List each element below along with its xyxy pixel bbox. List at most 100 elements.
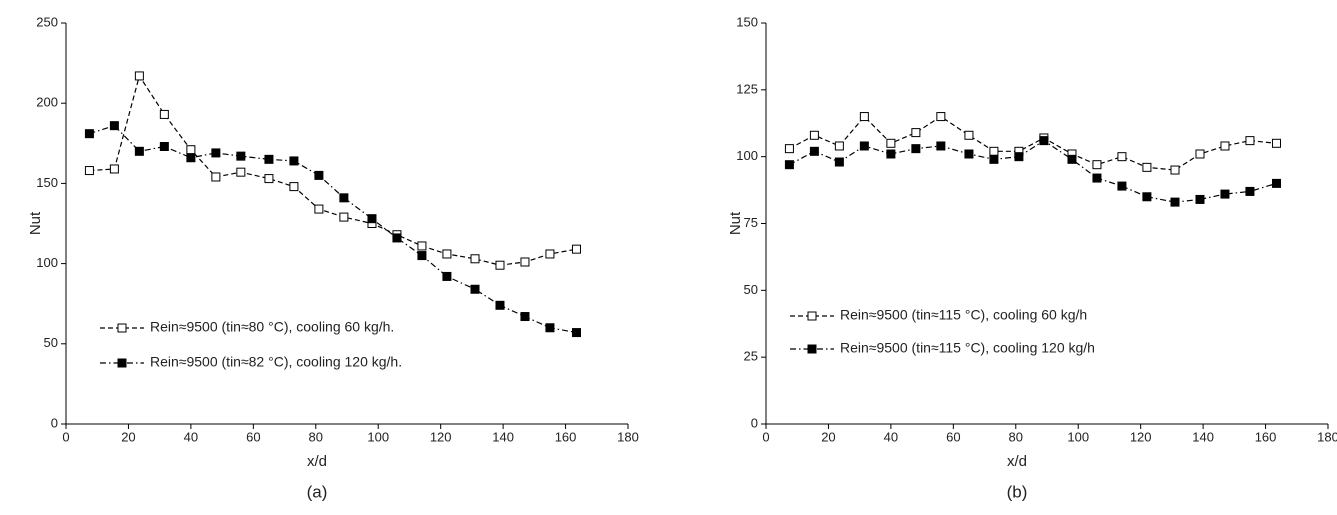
marker xyxy=(989,146,999,156)
marker xyxy=(289,156,299,166)
x-tick-label: 180 xyxy=(617,429,639,444)
y-tick-label: 25 xyxy=(744,349,758,364)
x-axis-label: x/d xyxy=(307,453,327,470)
marker xyxy=(264,174,274,184)
x-tick-label: 40 xyxy=(884,429,898,444)
marker xyxy=(784,144,794,154)
marker xyxy=(236,151,246,161)
marker xyxy=(989,154,999,164)
marker xyxy=(367,214,377,224)
y-tick-label: 100 xyxy=(736,148,758,163)
marker xyxy=(1245,136,1255,146)
x-tick-label: 140 xyxy=(492,429,514,444)
marker xyxy=(1271,138,1281,148)
marker xyxy=(545,323,555,333)
y-tick-label: 250 xyxy=(36,14,58,29)
marker xyxy=(911,144,921,154)
marker xyxy=(159,109,169,119)
x-tick-label: 100 xyxy=(367,429,389,444)
marker xyxy=(186,153,196,163)
marker xyxy=(886,138,896,148)
panel-label: (b) xyxy=(1007,482,1028,501)
marker xyxy=(936,141,946,151)
marker xyxy=(1067,154,1077,164)
panel-label: (a) xyxy=(307,482,328,501)
marker xyxy=(159,142,169,152)
series-line xyxy=(89,124,577,334)
marker xyxy=(809,146,819,156)
marker xyxy=(314,204,324,214)
marker xyxy=(1195,149,1205,159)
legend-label: Rein≈9500 (tin≈115 °C), cooling 120 kg/h xyxy=(840,340,1095,356)
marker xyxy=(1142,162,1152,172)
x-tick-label: 120 xyxy=(1130,429,1152,444)
y-tick-label: 125 xyxy=(736,81,758,96)
marker xyxy=(211,172,221,182)
marker xyxy=(1039,136,1049,146)
marker xyxy=(859,141,869,151)
marker xyxy=(1142,192,1152,202)
marker xyxy=(545,249,555,259)
x-tick-label: 0 xyxy=(762,429,769,444)
marker xyxy=(1245,186,1255,196)
marker xyxy=(84,129,94,139)
marker xyxy=(809,130,819,140)
marker xyxy=(134,71,144,81)
marker xyxy=(834,141,844,151)
y-tick-label: 50 xyxy=(44,335,58,350)
marker xyxy=(1271,178,1281,188)
x-tick-label: 60 xyxy=(246,429,260,444)
marker xyxy=(134,146,144,156)
legend-label: Rein≈9500 (tin≈82 °C), cooling 120 kg/h. xyxy=(150,354,402,370)
marker xyxy=(1220,189,1230,199)
marker xyxy=(392,233,402,243)
marker xyxy=(964,130,974,140)
y-axis-label: Nut xyxy=(727,211,744,235)
legend-marker xyxy=(807,344,817,354)
marker xyxy=(964,149,974,159)
marker xyxy=(1195,194,1205,204)
marker xyxy=(520,257,530,267)
marker xyxy=(1117,152,1127,162)
marker xyxy=(1170,197,1180,207)
legend-marker xyxy=(807,311,817,321)
marker xyxy=(339,193,349,203)
marker xyxy=(186,145,196,155)
marker xyxy=(264,154,274,164)
x-tick-label: 120 xyxy=(430,429,452,444)
marker xyxy=(571,244,581,254)
marker xyxy=(1092,173,1102,183)
legend-marker xyxy=(117,358,127,368)
marker xyxy=(109,164,119,174)
x-tick-label: 80 xyxy=(1009,429,1023,444)
marker xyxy=(1092,160,1102,170)
marker xyxy=(520,312,530,322)
legend-label: Rein≈9500 (tin≈80 °C), cooling 60 kg/h. xyxy=(150,319,394,335)
series-line xyxy=(89,74,577,266)
x-tick-label: 0 xyxy=(62,429,69,444)
x-tick-label: 20 xyxy=(821,429,835,444)
x-tick-label: 140 xyxy=(1192,429,1214,444)
marker xyxy=(417,241,427,251)
marker xyxy=(289,182,299,192)
x-tick-label: 100 xyxy=(1067,429,1089,444)
legend-label: Rein≈9500 (tin≈115 °C), cooling 60 kg/h xyxy=(840,307,1087,323)
marker xyxy=(886,149,896,159)
marker xyxy=(84,166,94,176)
y-tick-label: 0 xyxy=(751,415,758,430)
y-tick-label: 200 xyxy=(36,95,58,110)
marker xyxy=(211,148,221,158)
marker xyxy=(936,112,946,122)
marker xyxy=(859,112,869,122)
y-tick-label: 0 xyxy=(51,415,58,430)
x-axis-label: x/d xyxy=(1007,453,1027,470)
marker xyxy=(314,170,324,180)
marker xyxy=(442,249,452,259)
x-tick-label: 80 xyxy=(309,429,323,444)
marker xyxy=(495,300,505,310)
marker xyxy=(417,251,427,261)
marker xyxy=(442,271,452,281)
y-tick-label: 75 xyxy=(744,215,758,230)
y-tick-label: 100 xyxy=(36,255,58,270)
x-tick-label: 40 xyxy=(184,429,198,444)
